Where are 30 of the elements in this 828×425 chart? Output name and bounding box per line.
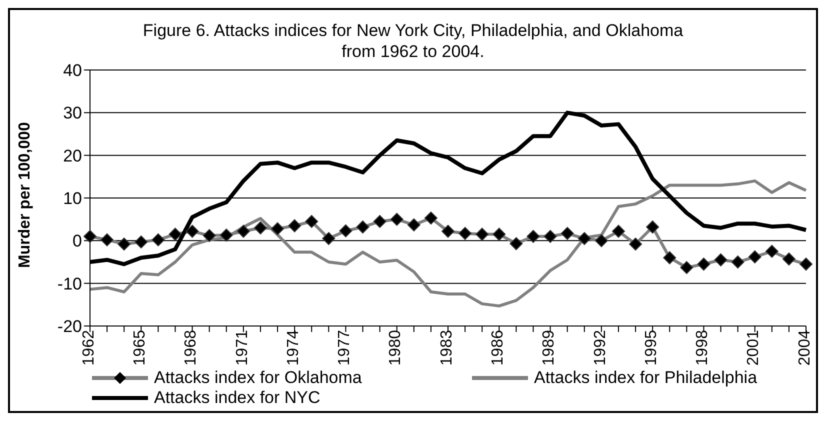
x-tick-label: 1983	[438, 330, 456, 366]
legend-label: Attacks index for NYC	[154, 388, 320, 408]
legend-label: Attacks index for Philadelphia	[534, 368, 758, 388]
y-tick-label: 40	[63, 61, 82, 80]
legend-entry: Attacks index for NYC	[90, 388, 470, 408]
x-tick-label: 1977	[336, 330, 354, 366]
legend-label: Attacks index for Oklahoma	[154, 368, 362, 388]
y-tick-label: 0	[72, 232, 82, 251]
x-tick-label: 1965	[132, 330, 149, 366]
x-tick-label: 1989	[540, 330, 558, 366]
x-tick-label: 1962	[80, 330, 98, 366]
x-tick-label: 1971	[234, 330, 251, 366]
x-tick-label: 1998	[694, 330, 712, 366]
y-tick-label: 20	[63, 146, 82, 166]
x-tick-label: 2001	[745, 330, 762, 366]
x-tick-label: 1986	[490, 330, 507, 366]
y-tick-label: 30	[63, 104, 82, 123]
x-tick-label: 1992	[592, 330, 609, 366]
x-tick-label: 1968	[182, 330, 200, 366]
x-tick-label: 2004	[796, 330, 814, 366]
y-tick-label: 10	[63, 189, 82, 208]
y-tick-label: -10	[57, 274, 82, 294]
y-tick-label: -20	[57, 317, 82, 336]
y-axis-title: Murder per 100,000	[16, 122, 34, 268]
legend-entry: Attacks index for Philadelphia	[470, 368, 828, 388]
x-tick-label: 1995	[642, 330, 660, 366]
x-tick-label: 1980	[387, 330, 404, 366]
x-tick-label: 1974	[284, 330, 302, 366]
chart-title: Figure 6. Attacks indices for New York City, Philadelphia, and Oklahoma from 1962 to 2004.	[142, 20, 684, 62]
legend-entry: Attacks index for Oklahoma	[90, 368, 470, 388]
